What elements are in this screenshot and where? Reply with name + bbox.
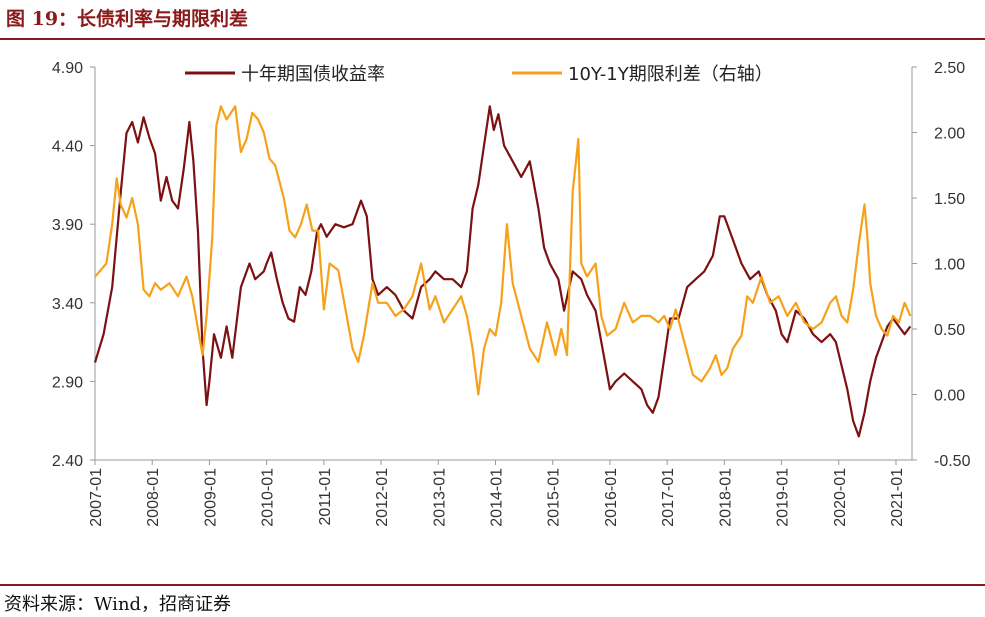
y-right-tick-label: 1.50 <box>934 191 965 208</box>
series-layer <box>93 105 912 438</box>
x-tick-label: 2015-01 <box>546 468 563 527</box>
legend-label-yield: 十年期国债收益率 <box>241 64 385 85</box>
source-note: 资料来源：Wind，招商证券 <box>4 594 232 615</box>
series-line-spread <box>94 105 912 396</box>
chart-axes: 4.90 4.40 3.90 3.40 2.90 2.40 2.50 2.00 1.50 1.00… <box>52 60 971 527</box>
title-divider <box>0 38 985 40</box>
y-right-tick-label: 0.50 <box>934 322 965 339</box>
x-tick-label: 2017-01 <box>660 468 677 527</box>
x-tick-label: 2014-01 <box>488 468 505 527</box>
x-tick-label: 2008-01 <box>145 468 162 527</box>
y-left-tick-label: 3.40 <box>52 296 83 313</box>
y-right-tick-label: -0.50 <box>934 453 971 470</box>
y-left-tick-label: 4.40 <box>52 139 83 156</box>
series-line-yield <box>93 105 912 438</box>
y-left-tick-label: 2.40 <box>52 453 83 470</box>
source-divider <box>0 584 985 586</box>
y-right-tick-label: 1.00 <box>934 257 965 274</box>
x-tick-label: 2019-01 <box>775 468 792 527</box>
x-tick-label: 2018-01 <box>717 468 734 527</box>
x-tick-label: 2007-01 <box>88 468 105 527</box>
x-tick-label: 2020-01 <box>832 468 849 527</box>
y-right-tick-label: 0.00 <box>934 388 965 405</box>
x-tick-label: 2016-01 <box>603 468 620 527</box>
x-tick-label: 2011-01 <box>317 468 334 526</box>
y-right-tick-label: 2.00 <box>934 126 965 143</box>
x-tick-label: 2009-01 <box>202 468 219 527</box>
legend-label-spread: 10Y-1Y期限利差（右轴） <box>568 64 773 85</box>
x-tick-label: 2013-01 <box>431 468 448 527</box>
figure-title: 图 19：长债利率与期限利差 <box>6 8 249 30</box>
y-left-tick-label: 2.90 <box>52 374 83 391</box>
y-left-tick-label: 4.90 <box>52 60 83 77</box>
x-tick-label: 2012-01 <box>374 468 391 527</box>
y-right-tick-label: 2.50 <box>934 60 965 77</box>
line-chart: 4.90 4.40 3.90 3.40 2.90 2.40 2.50 2.00 1.50 1.00… <box>52 60 971 527</box>
legend: 十年期国债收益率 10Y-1Y期限利差（右轴） <box>185 64 773 85</box>
x-tick-label: 2010-01 <box>260 468 277 527</box>
x-tick-label: 2021-01 <box>889 468 906 527</box>
y-left-tick-label: 3.90 <box>52 217 83 234</box>
